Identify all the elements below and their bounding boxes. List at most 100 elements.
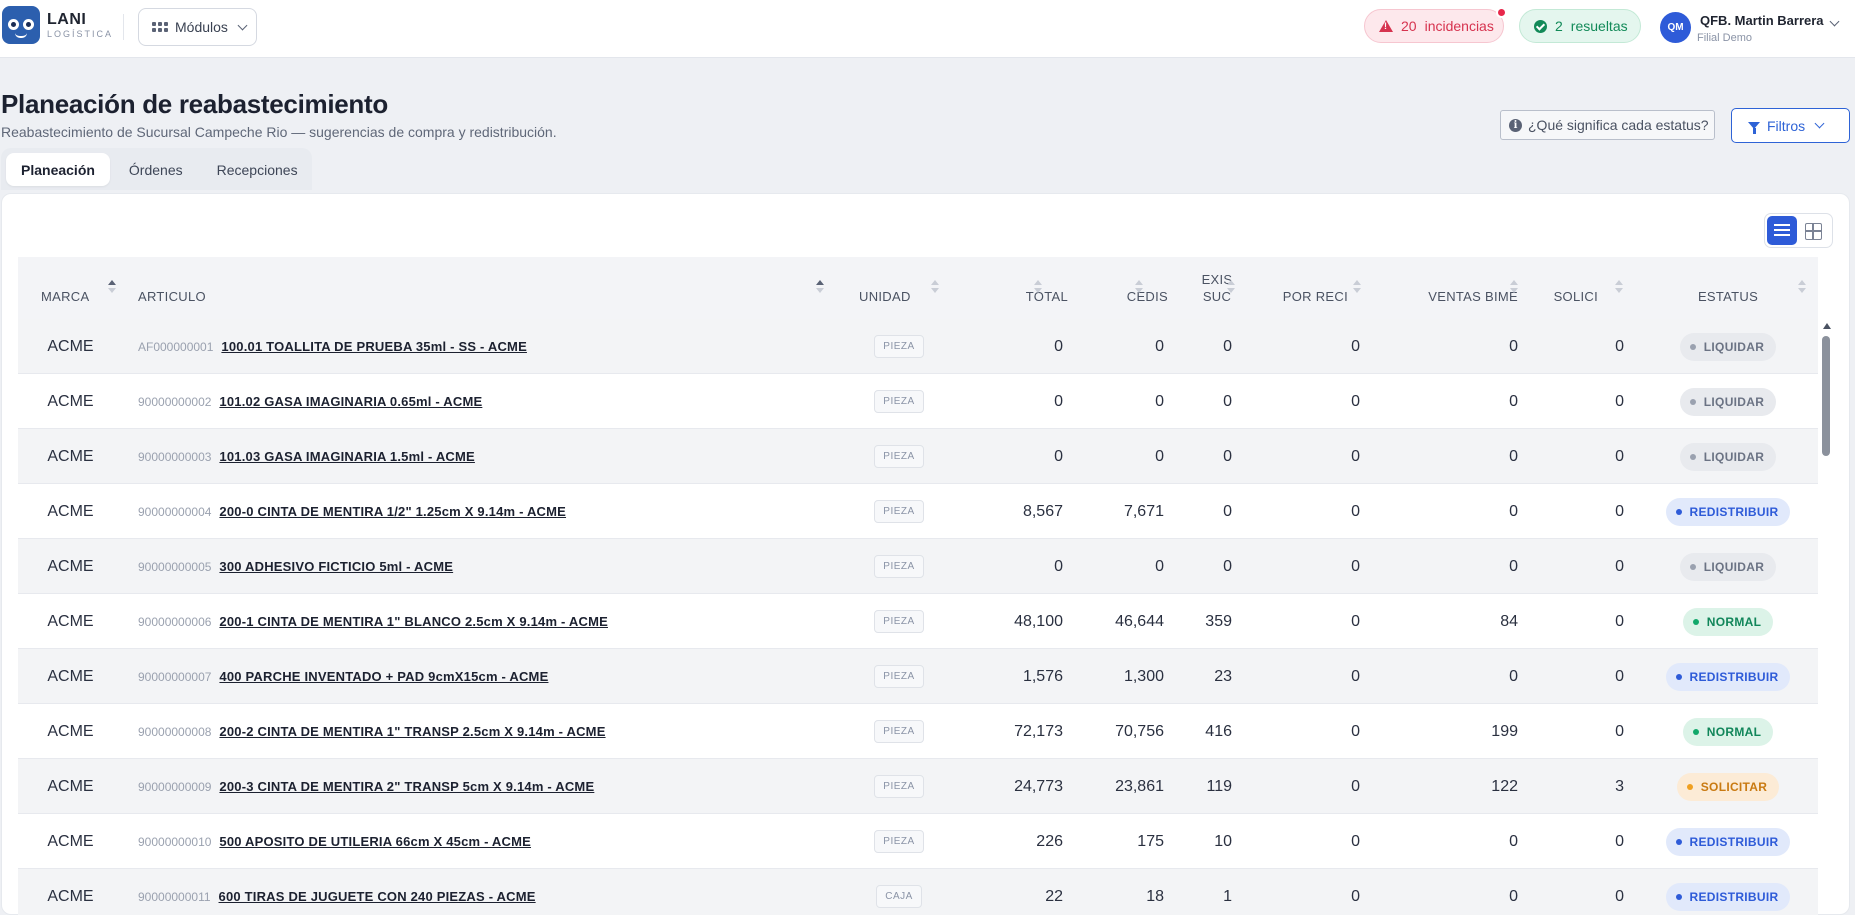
status-badge: REDISTRIBUIR <box>1665 662 1791 691</box>
modules-button[interactable]: Módulos <box>138 8 257 46</box>
cell-estatus: LIQUIDAR <box>1668 539 1788 594</box>
table-row[interactable]: ACME PIEZA 0 0 0 0 0 0 AF000000001 100.01 TOALL… <box>18 319 1818 374</box>
cell-unidad: PIEZA <box>859 429 939 484</box>
table-row[interactable]: ACME PIEZA 226 175 10 0 0 0 90000000010 500 APO… <box>18 814 1818 869</box>
filters-button[interactable]: Filtros <box>1731 108 1850 143</box>
user-name[interactable]: QFB. Martin Barrera <box>1700 13 1824 28</box>
sort-icon[interactable] <box>1615 280 1623 294</box>
status-help-button[interactable]: i ¿Qué significa cada estatus? <box>1500 110 1715 140</box>
cell-unidad: PIEZA <box>859 759 939 814</box>
table-row[interactable]: ACME PIEZA 0 0 0 0 0 0 90000000002 101.02 GASA … <box>18 374 1818 429</box>
cell-por-reci: 0 <box>1351 392 1360 410</box>
table-row[interactable]: ACME PIEZA 0 0 0 0 0 0 90000000003 101.03 GASA … <box>18 429 1818 484</box>
sort-icon[interactable] <box>1510 280 1518 294</box>
article-link[interactable]: 200-1 CINTA DE MENTIRA 1" BLANCO 2.5cm X… <box>219 614 608 629</box>
grid-view-icon[interactable] <box>1805 223 1822 240</box>
cell-exis-suc: 23 <box>1214 667 1232 685</box>
article-link[interactable]: 101.03 GASA IMAGINARIA 1.5ml - ACME <box>219 449 475 464</box>
cell-total: 0 <box>1054 557 1063 575</box>
col-por-reci[interactable]: POR RECI <box>1282 289 1348 304</box>
cell-por-reci: 0 <box>1351 667 1360 685</box>
col-unidad[interactable]: UNIDAD <box>859 289 911 304</box>
article-link[interactable]: 200-3 CINTA DE MENTIRA 2" TRANSP 5cm X 9… <box>219 779 595 794</box>
status-badge: SOLICITAR <box>1676 772 1780 801</box>
table-row[interactable]: ACME PIEZA 72,173 70,756 416 0 199 0 9000000000… <box>18 704 1818 759</box>
status-dot-icon <box>1675 838 1682 845</box>
cell-unidad: PIEZA <box>859 594 939 649</box>
sort-icon[interactable] <box>1034 280 1042 294</box>
cell-estatus: REDISTRIBUIR <box>1665 814 1791 869</box>
table-row[interactable]: ACME PIEZA 24,773 23,861 119 0 122 3 9000000000… <box>18 759 1818 814</box>
article-link[interactable]: 500 APOSITO DE UTILERIA 66cm X 45cm - AC… <box>219 834 532 849</box>
cell-unidad: PIEZA <box>859 319 939 374</box>
col-ventas[interactable]: VENTAS BIME <box>1428 289 1518 304</box>
cell-total: 226 <box>1036 832 1063 850</box>
article-link[interactable]: 101.02 GASA IMAGINARIA 0.65ml - ACME <box>219 394 483 409</box>
col-articulo[interactable]: ARTICULO <box>138 289 206 304</box>
status-badge: LIQUIDAR <box>1679 442 1777 471</box>
cell-cedis: 0 <box>1155 337 1164 355</box>
sort-icon[interactable] <box>1227 280 1235 294</box>
table-row[interactable]: ACME PIEZA 1,576 1,300 23 0 0 0 90000000007 400… <box>18 649 1818 704</box>
article-code: 90000000006 <box>138 614 212 629</box>
tab-planeacion[interactable]: Planeación <box>6 153 110 186</box>
cell-unidad: PIEZA <box>859 374 939 429</box>
cell-por-reci: 0 <box>1351 557 1360 575</box>
article-link[interactable]: 200-0 CINTA DE MENTIRA 1/2" 1.25cm X 9.1… <box>219 504 567 519</box>
article-link[interactable]: 400 PARCHE INVENTADO + PAD 9cmX15cm - AC… <box>219 669 549 684</box>
status-dot-icon <box>1675 893 1682 900</box>
col-solici[interactable]: SOLICI <box>1553 289 1598 304</box>
resolved-button[interactable]: 2 resueltas <box>1519 9 1641 43</box>
cell-marca: ACME <box>47 667 94 685</box>
info-icon: i <box>1509 118 1522 132</box>
col-exis-suc[interactable]: EXIS SUC <box>1182 257 1252 319</box>
status-label: LIQUIDAR <box>1703 394 1765 409</box>
divider <box>123 14 124 40</box>
article-link[interactable]: 200-2 CINTA DE MENTIRA 1" TRANSP 2.5cm X… <box>219 724 606 739</box>
status-label: REDISTRIBUIR <box>1689 504 1779 519</box>
logo-icon[interactable] <box>2 6 40 44</box>
col-cedis[interactable]: CEDIS <box>1126 289 1168 304</box>
cell-ventas: 0 <box>1509 832 1518 850</box>
table-row[interactable]: ACME CAJA 22 18 1 0 0 0 90000000011 600 TIRAS D… <box>18 869 1818 915</box>
col-marca[interactable]: MARCA <box>41 289 90 304</box>
unit-tag: PIEZA <box>874 335 924 358</box>
col-estatus[interactable]: ESTATUS <box>1697 289 1759 304</box>
status-label: REDISTRIBUIR <box>1689 889 1779 904</box>
table-row[interactable]: ACME PIEZA 8,567 7,671 0 0 0 0 90000000004 200-… <box>18 484 1818 539</box>
col-total[interactable]: TOTAL <box>1025 289 1068 304</box>
sort-icon[interactable] <box>931 280 939 294</box>
article-link[interactable]: 100.01 TOALLITA DE PRUEBA 35ml - SS - AC… <box>221 339 527 354</box>
table-row[interactable]: ACME PIEZA 0 0 0 0 0 0 90000000005 300 ADHESIVO… <box>18 539 1818 594</box>
article-code: AF000000001 <box>138 339 214 354</box>
scrollbar-thumb[interactable] <box>1822 336 1830 456</box>
tab-recepciones[interactable]: Recepciones <box>216 161 298 178</box>
article-link[interactable]: 300 ADHESIVO FICTICIO 5ml - ACME <box>219 559 454 574</box>
user-menu-chevron-icon[interactable] <box>1829 16 1840 27</box>
article-code: 90000000009 <box>138 779 212 794</box>
scroll-up-arrow-icon[interactable] <box>1823 323 1831 329</box>
cell-exis-suc: 0 <box>1223 557 1232 575</box>
sort-icon[interactable] <box>108 280 116 294</box>
cell-estatus: LIQUIDAR <box>1668 429 1788 484</box>
cell-marca: ACME <box>47 337 94 355</box>
apps-grid-icon <box>152 22 168 32</box>
sort-icon[interactable] <box>1353 280 1361 294</box>
table-row[interactable]: ACME PIEZA 48,100 46,644 359 0 84 0 90000000006… <box>18 594 1818 649</box>
sort-icon[interactable] <box>1135 280 1143 294</box>
cell-unidad: PIEZA <box>859 539 939 594</box>
incidents-button[interactable]: 20 incidencias <box>1364 9 1504 43</box>
unit-tag: CAJA <box>876 885 922 908</box>
status-dot-icon <box>1692 728 1699 735</box>
cell-solici: 0 <box>1615 612 1624 630</box>
avatar[interactable]: QM <box>1660 12 1691 43</box>
cell-estatus: NORMAL <box>1668 704 1788 759</box>
list-view-icon[interactable] <box>1767 216 1797 245</box>
sort-icon[interactable] <box>816 280 824 294</box>
resolved-count: 2 <box>1555 18 1563 34</box>
cell-ventas: 0 <box>1509 502 1518 520</box>
article-link[interactable]: 600 TIRAS DE JUGUETE CON 240 PIEZAS - AC… <box>218 889 536 904</box>
sort-icon[interactable] <box>1798 280 1806 294</box>
cell-articulo: AF000000001 100.01 TOALLITA DE PRUEBA 35… <box>138 319 838 374</box>
tab-ordenes[interactable]: Órdenes <box>128 161 183 178</box>
